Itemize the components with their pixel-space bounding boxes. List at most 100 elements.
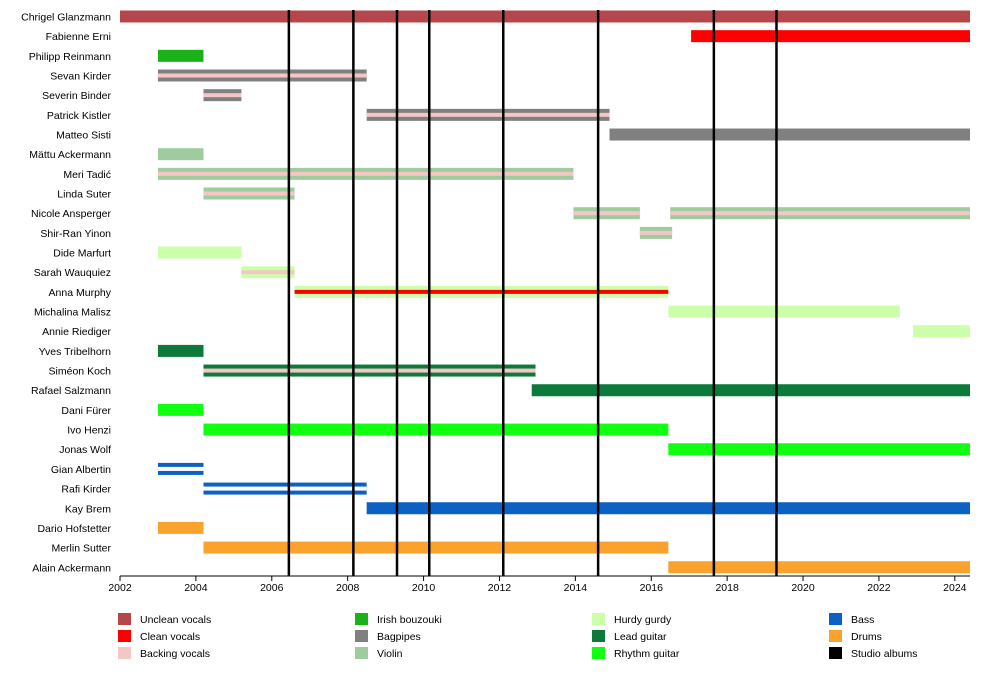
- legend-swatch-unclean: [118, 613, 131, 625]
- legend: Unclean vocals Clean vocals Backing vocals…: [118, 613, 918, 660]
- legend-swatch-lead: [592, 630, 605, 642]
- x-tick-label-2020: 2020: [791, 582, 815, 594]
- bar-stripe-gian-albertin-0: [157, 466, 204, 471]
- bar-stripe-simeon-koch-0: [203, 368, 536, 373]
- member-label-kay-brem: Kay Brem: [65, 503, 111, 515]
- x-tick-label-2016: 2016: [640, 582, 664, 594]
- bar-dani-furer-0: [157, 403, 204, 416]
- bar-jonas-wolf-0: [668, 443, 970, 456]
- x-tick-label-2006: 2006: [260, 582, 284, 594]
- member-label-dario-hofstetter: Dario Hofstetter: [37, 523, 111, 535]
- member-label-matteo-sisti: Matteo Sisti: [56, 130, 111, 142]
- member-label-ivo-henzi: Ivo Henzi: [67, 425, 111, 437]
- member-label-anna-murphy: Anna Murphy: [49, 287, 112, 299]
- legend-swatch-drums: [829, 630, 842, 642]
- bar-dario-hofstetter-0: [157, 521, 204, 534]
- legend-swatch-bagpipes: [355, 630, 368, 642]
- bar-stripe-nicole-ansperger-1: [670, 211, 970, 216]
- legend-label-bass: Bass: [851, 614, 874, 626]
- member-label-jonas-wolf: Jonas Wolf: [59, 444, 111, 456]
- legend-label-bouzouki: Irish bouzouki: [377, 614, 442, 626]
- member-label-mattu-ackermann: Mättu Ackermann: [29, 149, 111, 161]
- bar-merlin-sutter-0: [203, 541, 669, 554]
- bar-stripe-rafi-kirder-0: [203, 486, 367, 491]
- bar-fabienne-erni-0: [691, 30, 970, 43]
- x-tick-label-2014: 2014: [564, 582, 588, 594]
- member-label-merlin-sutter: Merlin Sutter: [51, 543, 111, 555]
- legend-label-clean: Clean vocals: [140, 631, 200, 643]
- bar-ivo-henzi-0: [203, 423, 669, 436]
- legend-swatch-albums: [829, 647, 842, 659]
- legend-swatch-hurdy: [592, 613, 605, 625]
- x-tick-label-2004: 2004: [184, 582, 208, 594]
- member-label-dide-marfurt: Dide Marfurt: [53, 248, 111, 260]
- legend-swatch-bass: [829, 613, 842, 625]
- x-tick-label-2010: 2010: [412, 582, 436, 594]
- member-label-simeon-koch: Siméon Koch: [49, 366, 112, 378]
- legend-swatch-rhythm: [592, 647, 605, 659]
- member-label-patrick-kistler: Patrick Kistler: [47, 110, 112, 122]
- bar-mattu-ackermann-0: [157, 148, 204, 161]
- bar-stripe-sevan-kirder-0: [157, 73, 367, 78]
- studio-album-lines: [287, 10, 778, 576]
- x-tick-label-2018: 2018: [715, 582, 739, 594]
- member-label-chrigel-glanzmann: Chrigel Glanzmann: [21, 12, 111, 24]
- bar-yves-tribelhorn-0: [157, 344, 204, 357]
- bar-stripe-patrick-kistler-0: [366, 112, 610, 117]
- x-tick-label-2008: 2008: [336, 582, 360, 594]
- member-label-yves-tribelhorn: Yves Tribelhorn: [39, 346, 112, 358]
- x-tick-label-2022: 2022: [867, 582, 891, 594]
- bar-stripe-meri-tadic-0: [157, 171, 574, 176]
- bar-philipp-reinmann-0: [157, 49, 204, 62]
- bar-matteo-sisti-0: [609, 128, 970, 141]
- member-label-philipp-reinmann: Philipp Reinmann: [29, 51, 111, 63]
- legend-label-lead: Lead guitar: [614, 631, 667, 643]
- member-label-severin-binder: Severin Binder: [42, 90, 111, 102]
- legend-swatch-clean: [118, 630, 131, 642]
- legend-label-unclean: Unclean vocals: [140, 614, 211, 626]
- legend-label-albums: Studio albums: [851, 648, 918, 660]
- member-label-linda-suter: Linda Suter: [57, 189, 111, 201]
- legend-swatch-bouzouki: [355, 613, 368, 625]
- member-label-dani-furer: Dani Fürer: [61, 405, 111, 417]
- bar-stripe-severin-binder-0: [203, 93, 242, 98]
- x-tick-label-2024: 2024: [943, 582, 967, 594]
- member-label-sarah-wauquiez: Sarah Wauquiez: [34, 267, 111, 279]
- bar-annie-riediger-0: [913, 325, 970, 338]
- bar-stripe-linda-suter-0: [203, 191, 295, 196]
- bar-stripe-sarah-wauquiez-0: [241, 270, 295, 275]
- legend-label-violin: Violin: [377, 648, 403, 660]
- member-label-annie-riediger: Annie Riediger: [42, 326, 111, 338]
- member-label-rafael-salzmann: Rafael Salzmann: [31, 385, 111, 397]
- legend-swatch-backing: [118, 647, 131, 659]
- x-tick-label-2012: 2012: [488, 582, 512, 594]
- legend-label-bagpipes: Bagpipes: [377, 631, 421, 643]
- member-label-shir-ran-yinon: Shir-Ran Yinon: [40, 228, 111, 240]
- member-label-fabienne-erni: Fabienne Erni: [46, 31, 111, 43]
- legend-label-rhythm: Rhythm guitar: [614, 648, 680, 660]
- bar-stripe-anna-murphy-0: [294, 289, 669, 294]
- member-label-michalina-malisz: Michalina Malisz: [34, 307, 111, 319]
- bar-alain-ackermann-0: [668, 561, 970, 574]
- legend-swatch-violin: [355, 647, 368, 659]
- member-label-sevan-kirder: Sevan Kirder: [50, 71, 111, 83]
- legend-label-backing: Backing vocals: [140, 648, 210, 660]
- x-axis: 2002 2004 2006 2008 2010 2012 2014 2016 2018 2020…: [108, 575, 970, 594]
- bar-chrigel-glanzmann-0: [120, 10, 970, 23]
- member-label-nicole-ansperger: Nicole Ansperger: [31, 208, 111, 220]
- bar-rafael-salzmann-0: [531, 384, 970, 397]
- legend-label-hurdy: Hurdy gurdy: [614, 614, 672, 626]
- bar-michalina-malisz-0: [668, 305, 900, 318]
- member-label-meri-tadic: Meri Tadić: [63, 169, 111, 181]
- member-labels: Chrigel Glanzmann Fabienne Erni Philipp Re…: [21, 12, 112, 575]
- member-label-alain-ackermann: Alain Ackermann: [32, 562, 111, 574]
- legend-label-drums: Drums: [851, 631, 882, 643]
- member-bars: [120, 10, 970, 574]
- bar-stripe-shir-ran-yinon-0: [639, 230, 673, 235]
- member-label-rafi-kirder: Rafi Kirder: [61, 484, 111, 496]
- member-label-gian-albertin: Gian Albertin: [51, 464, 111, 476]
- bar-dide-marfurt-0: [157, 246, 242, 259]
- x-tick-label-2002: 2002: [108, 582, 132, 594]
- bar-kay-brem-0: [366, 502, 970, 515]
